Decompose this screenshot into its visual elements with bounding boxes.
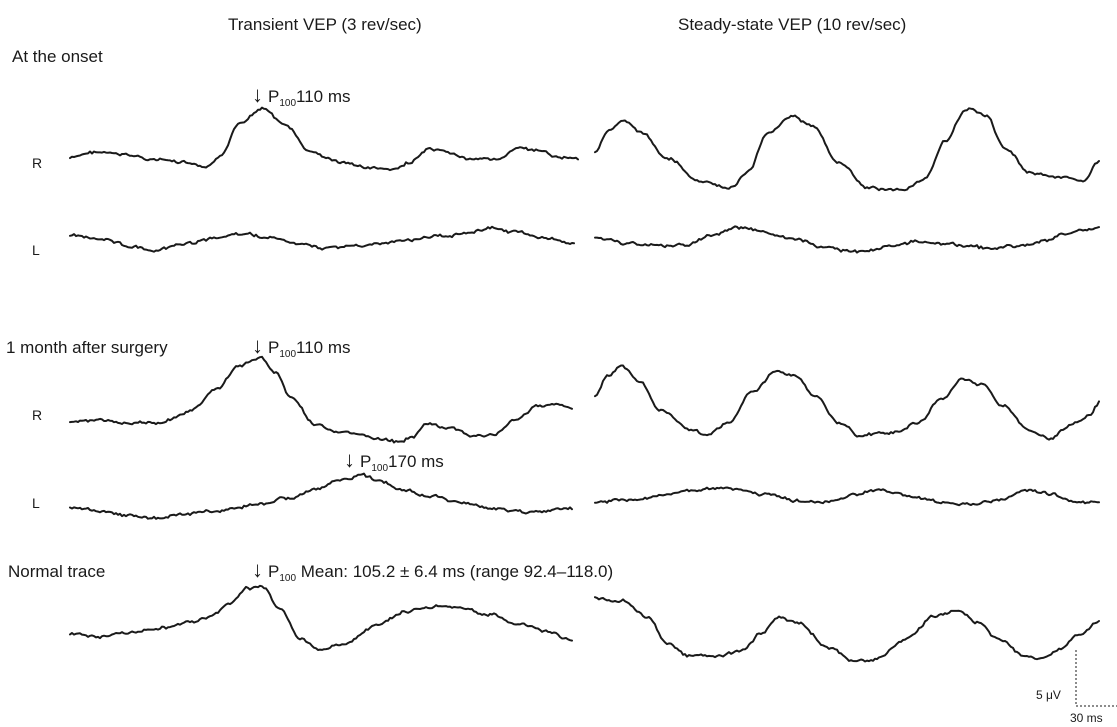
down-arrow-icon: ↓ bbox=[252, 333, 263, 358]
down-arrow-icon: ↓ bbox=[252, 557, 263, 582]
p100-annotation-month-left: ↓ P100170 ms bbox=[344, 447, 444, 474]
latency-value: 170 ms bbox=[388, 452, 444, 471]
svg-text:P100110 ms: P100110 ms bbox=[268, 87, 351, 109]
p-subscript: 100 bbox=[279, 349, 296, 360]
p-subscript: 100 bbox=[279, 98, 296, 109]
p100-annotation-onset-right: ↓ P100110 ms bbox=[252, 82, 351, 109]
trace-onset-right-steady bbox=[594, 107, 1100, 192]
section-title-one-month: 1 month after surgery bbox=[6, 338, 168, 357]
trace-normal-steady bbox=[594, 596, 1100, 663]
svg-text:P100 Mean: 105.2 ± 6.4 ms (ran: P100 Mean: 105.2 ± 6.4 ms (range 92.4–11… bbox=[268, 562, 613, 584]
p-label: P bbox=[360, 452, 371, 471]
p-label: P bbox=[268, 87, 279, 106]
p-subscript: 100 bbox=[279, 573, 296, 584]
steady-state-column-title: Steady-state VEP (10 rev/sec) bbox=[678, 15, 906, 34]
transient-column-title: Transient VEP (3 rev/sec) bbox=[228, 15, 422, 34]
trace-month-left-steady bbox=[594, 486, 1100, 507]
normal-mean-range: Mean: 105.2 ± 6.4 ms (range 92.4–118.0) bbox=[296, 562, 613, 581]
down-arrow-icon: ↓ bbox=[252, 82, 263, 107]
section-title-onset: At the onset bbox=[12, 47, 103, 66]
trace-month-right-steady bbox=[594, 364, 1100, 441]
scale-bar-time-label: 30 ms bbox=[1070, 711, 1103, 725]
p-label: P bbox=[268, 562, 279, 581]
trace-normal-transient bbox=[69, 584, 573, 651]
trace-onset-left-steady bbox=[594, 225, 1100, 254]
trace-month-left-transient bbox=[69, 472, 573, 520]
trace-month-right-transient bbox=[69, 355, 573, 444]
p-label: P bbox=[268, 338, 279, 357]
latency-value: 110 ms bbox=[296, 87, 351, 106]
p100-annotation-month-right: ↓ P100110 ms bbox=[252, 333, 351, 360]
scale-bar-voltage-label: 5 μV bbox=[1036, 688, 1061, 702]
eye-label-right-onset: R bbox=[32, 155, 42, 171]
latency-value: 110 ms bbox=[296, 338, 351, 357]
p100-annotation-normal: ↓ P100 Mean: 105.2 ± 6.4 ms (range 92.4–… bbox=[252, 557, 613, 584]
eye-label-left-onset: L bbox=[32, 242, 40, 258]
eye-label-left-month: L bbox=[32, 495, 40, 511]
trace-onset-left-transient bbox=[69, 225, 575, 253]
down-arrow-icon: ↓ bbox=[344, 447, 355, 472]
svg-text:P100170 ms: P100170 ms bbox=[360, 452, 444, 474]
scale-bar: 5 μV 30 ms bbox=[1036, 650, 1117, 725]
eye-label-right-month: R bbox=[32, 407, 42, 423]
p-subscript: 100 bbox=[371, 463, 388, 474]
section-title-normal: Normal trace bbox=[8, 562, 105, 581]
trace-onset-right-transient bbox=[69, 106, 579, 172]
svg-text:P100110 ms: P100110 ms bbox=[268, 338, 351, 360]
